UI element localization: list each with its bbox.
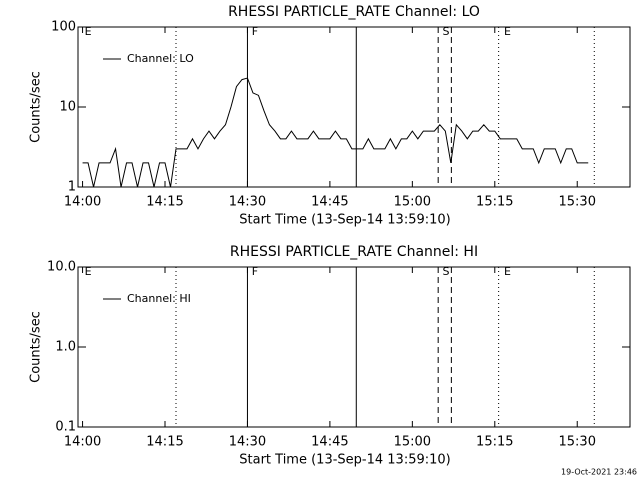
chart-title: RHESSI PARTICLE_RATE Channel: HI	[230, 244, 478, 260]
y-tick-label: 100	[51, 20, 76, 35]
annotation: E	[504, 265, 511, 278]
y-tick-label: 10.0	[47, 260, 76, 275]
annotation: E	[504, 25, 511, 38]
y-axis-label: Counts/sec	[29, 71, 44, 143]
legend-label: Channel: LO	[127, 52, 194, 65]
y-tick-label: 1	[68, 180, 76, 195]
x-tick-label: 15:00	[394, 435, 431, 450]
x-tick-label: 14:30	[229, 435, 266, 450]
annotation: F	[252, 265, 258, 278]
x-tick-label: 14:30	[229, 195, 266, 210]
x-tick-label: 14:45	[311, 435, 348, 450]
x-tick-label: 15:30	[559, 195, 596, 210]
x-axis-label: Start Time (13-Sep-14 13:59:10)	[239, 213, 450, 228]
x-tick-label: 15:15	[476, 435, 513, 450]
annotation: F	[252, 25, 258, 38]
x-tick-label: 14:15	[146, 195, 183, 210]
annotation: E	[85, 25, 92, 38]
x-tick-label: 15:00	[394, 195, 431, 210]
chart-title: RHESSI PARTICLE_RATE Channel: LO	[228, 4, 480, 20]
x-tick-label: 14:15	[146, 435, 183, 450]
x-tick-label: 15:30	[559, 435, 596, 450]
footer: 19-Oct-2021 23:46	[561, 468, 637, 477]
annotation: E	[85, 265, 92, 278]
y-axis-label: Counts/sec	[29, 311, 44, 383]
x-tick-label: 15:15	[476, 195, 513, 210]
x-tick-label: 14:00	[64, 195, 101, 210]
annotation: S	[442, 25, 449, 38]
x-tick-label: 14:45	[311, 195, 348, 210]
y-tick-label: 10	[59, 100, 76, 115]
legend-label: Channel: HI	[127, 292, 191, 305]
x-tick-label: 14:00	[64, 435, 101, 450]
x-axis-label: Start Time (13-Sep-14 13:59:10)	[239, 453, 450, 468]
y-tick-label: 1.0	[55, 340, 76, 355]
y-tick-label: 0.1	[55, 420, 76, 435]
annotation: S	[442, 265, 449, 278]
data-line	[82, 77, 589, 188]
